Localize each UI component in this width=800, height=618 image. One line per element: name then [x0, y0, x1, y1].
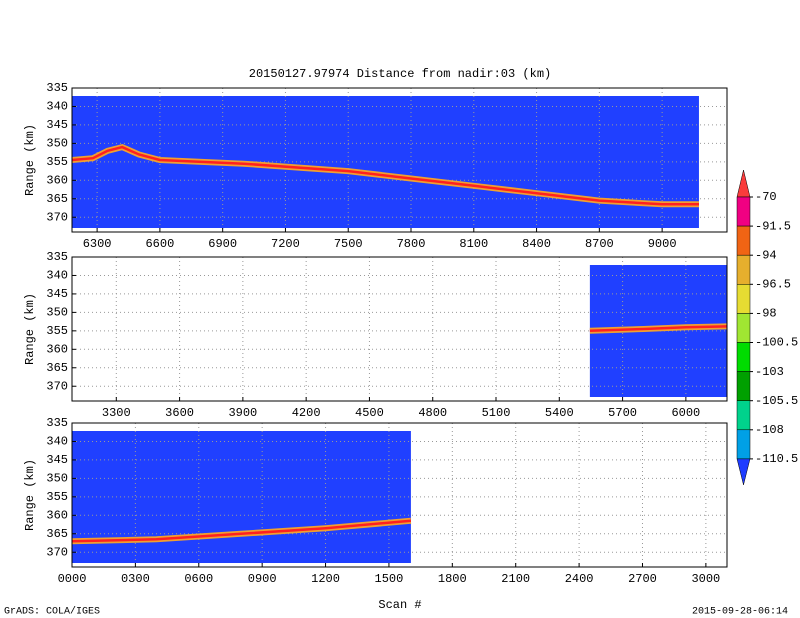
x-tick-label: 1200	[311, 572, 340, 586]
y-tick-label: 350	[46, 137, 68, 151]
x-tick-label: 2700	[628, 572, 657, 586]
colorbar-segment	[736, 284, 751, 314]
x-tick-label: 7200	[271, 237, 300, 251]
x-tick-label: 4200	[292, 406, 321, 420]
surface-line	[71, 145, 699, 206]
colorbar-label: -70	[755, 190, 777, 204]
colorbar-label: -103	[755, 365, 784, 379]
x-tick-label: 5400	[545, 406, 574, 420]
y-tick-label: 355	[46, 155, 68, 169]
x-tick-label: 7800	[397, 237, 426, 251]
y-axis-label: Range (km)	[23, 293, 37, 365]
y-tick-label: 340	[46, 435, 68, 449]
x-tick-label: 4800	[418, 406, 447, 420]
x-tick-label: 9000	[648, 237, 677, 251]
x-tick-label: 1800	[438, 572, 467, 586]
plot-frame	[71, 87, 728, 233]
x-tick-label: 6000	[671, 406, 700, 420]
x-tick-label: 5100	[482, 406, 511, 420]
y-tick-label: 335	[46, 250, 68, 264]
colorbar-label: -108	[755, 423, 784, 437]
y-tick-label: 345	[46, 287, 68, 301]
colorbar-label: -100.5	[755, 336, 798, 350]
colorbar-segment	[736, 429, 751, 460]
x-tick-label: 8400	[522, 237, 551, 251]
colorbar-segment	[736, 313, 751, 343]
y-tick-label: 360	[46, 342, 68, 356]
x-tick-label: 0600	[184, 572, 213, 586]
y-tick-label: 345	[46, 453, 68, 467]
y-tick-label: 355	[46, 490, 68, 504]
plot-frame	[71, 422, 728, 568]
colorbar-label: -105.5	[755, 394, 798, 408]
colorbar-label: -110.5	[755, 452, 798, 466]
footer-right: 2015-09-28-06:14	[692, 607, 788, 618]
colorbar-segment	[736, 458, 751, 485]
surface-line	[589, 325, 727, 333]
colorbar-segment	[736, 400, 751, 431]
y-tick-label: 360	[46, 508, 68, 522]
y-tick-label: 365	[46, 527, 68, 541]
x-tick-label: 8100	[459, 237, 488, 251]
x-tick-label: 0900	[248, 572, 277, 586]
x-tick-label: 3600	[165, 406, 194, 420]
x-tick-label: 8700	[585, 237, 614, 251]
colorbar-segment	[736, 254, 751, 285]
x-tick-label: 2100	[501, 572, 530, 586]
chart-title: 20150127.97974 Distance from nadir:03 (k…	[249, 67, 551, 81]
x-tick-label: 2400	[565, 572, 594, 586]
y-axis-label: Range (km)	[23, 124, 37, 196]
y-tick-label: 335	[46, 81, 68, 95]
colorbar-segment	[736, 196, 751, 227]
colorbar-label: -94	[755, 248, 777, 262]
y-tick-label: 365	[46, 361, 68, 375]
y-tick-label: 350	[46, 472, 68, 486]
colorbar-segment	[736, 342, 751, 372]
surface-line	[71, 519, 412, 543]
x-tick-label: 3300	[102, 406, 131, 420]
x-tick-label: 3900	[228, 406, 257, 420]
x-tick-label: 4500	[355, 406, 384, 420]
y-tick-label: 360	[46, 173, 68, 187]
colorbar-segment	[736, 371, 751, 401]
x-tick-label: 5700	[608, 406, 637, 420]
y-tick-label: 345	[46, 118, 68, 132]
colorbar-label: -98	[755, 307, 777, 321]
x-tick-label: 6600	[145, 237, 174, 251]
y-tick-label: 370	[46, 545, 68, 559]
y-axis-label: Range (km)	[23, 459, 37, 531]
x-tick-label: 0300	[121, 572, 150, 586]
colorbar-segment	[736, 225, 751, 256]
y-tick-label: 370	[46, 379, 68, 393]
y-tick-label: 335	[46, 416, 68, 430]
footer-left: GrADS: COLA/IGES	[4, 606, 100, 618]
y-tick-label: 365	[46, 192, 68, 206]
x-tick-label: 6900	[208, 237, 237, 251]
x-tick-label: 1500	[375, 572, 404, 586]
y-tick-label: 340	[46, 269, 68, 283]
plot-frame	[71, 256, 728, 402]
y-tick-label: 355	[46, 324, 68, 338]
y-tick-label: 350	[46, 306, 68, 320]
x-tick-label: 7500	[334, 237, 363, 251]
y-tick-label: 340	[46, 100, 68, 114]
colorbar-label: -91.5	[755, 219, 791, 233]
colorbar-label: -96.5	[755, 277, 791, 291]
x-tick-label: 6300	[83, 237, 112, 251]
x-tick-label: 0000	[58, 572, 87, 586]
x-tick-label: 3000	[691, 572, 720, 586]
x-axis-label: Scan #	[378, 598, 421, 612]
y-tick-label: 370	[46, 210, 68, 224]
